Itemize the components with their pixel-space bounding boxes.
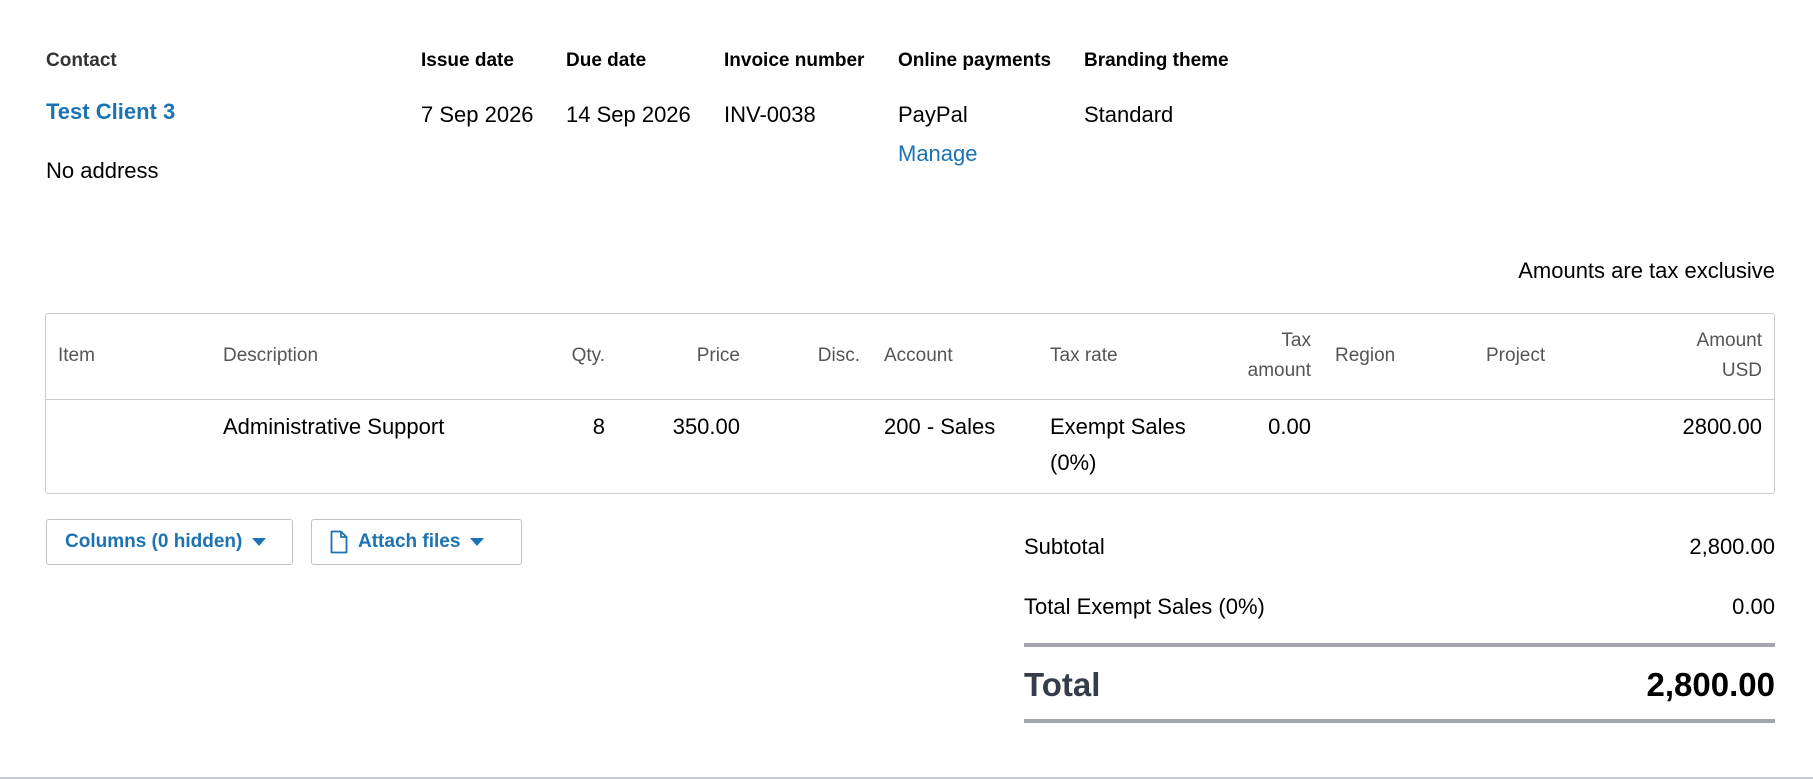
line-items-table	[45, 313, 1775, 494]
button-label: Attach files	[358, 531, 461, 552]
contact-label: Contact	[46, 50, 117, 71]
manage-link[interactable]: Manage	[898, 141, 978, 166]
total-value: 2,800.00	[1646, 666, 1775, 703]
cell-price: 350.00	[672, 414, 740, 439]
column-header: Qty.	[571, 345, 605, 366]
column-header: Item	[58, 345, 95, 366]
tax-total-value: 0.00	[1732, 594, 1775, 619]
caret-icon	[470, 538, 485, 546]
cell-tax-rate: Exempt Sales (0%)	[1050, 414, 1186, 475]
cell-description: Administrative Support	[223, 414, 445, 439]
page-border	[0, 777, 1813, 779]
field-value: Standard	[1084, 102, 1174, 127]
column-header: Account	[884, 345, 953, 366]
field-label: Issue date	[421, 50, 514, 71]
field-label: Online payments	[898, 50, 1052, 71]
cell-account: 200 - Sales	[884, 414, 996, 439]
column-header: Disc.	[817, 345, 860, 366]
tax-total-label: Total Exempt Sales (0%)	[1024, 594, 1265, 619]
cell-tax-amount: 0.00	[1268, 414, 1311, 439]
field-value: INV-0038	[724, 102, 816, 127]
field-label: Branding theme	[1084, 50, 1229, 71]
field-value: 7 Sep 2026	[421, 102, 534, 127]
subtotal-label: Subtotal	[1024, 534, 1105, 559]
contact-name[interactable]: Test Client 3	[46, 99, 176, 124]
cell-amount: 2800.00	[1682, 414, 1762, 439]
column-header: Tax amount	[1247, 330, 1311, 381]
tax-note: Amounts are tax exclusive	[1518, 258, 1775, 283]
total-label: Total	[1024, 666, 1101, 703]
total-rule	[1024, 719, 1775, 723]
column-header: Description	[223, 345, 319, 366]
column-header: Price	[696, 345, 740, 366]
column-header: Tax rate	[1050, 345, 1118, 366]
row-divider	[46, 399, 1774, 400]
column-header: Project	[1486, 345, 1546, 366]
subtotal-value: 2,800.00	[1689, 534, 1775, 559]
caret-icon	[252, 538, 267, 546]
columns-button[interactable]: Columns (0 hidden)	[46, 519, 293, 565]
field-value: PayPal	[898, 102, 968, 127]
file-icon	[330, 530, 348, 554]
total-rule	[1024, 643, 1775, 647]
button-label: Columns (0 hidden)	[65, 531, 243, 552]
field-value: 14 Sep 2026	[566, 102, 691, 127]
cell-qty: 8	[592, 414, 605, 439]
field-label: Invoice number	[724, 50, 865, 71]
attach-files-button[interactable]: Attach files	[311, 519, 522, 565]
column-header: Region	[1335, 345, 1396, 366]
contact-address: No address	[46, 158, 159, 183]
field-label: Due date	[566, 50, 647, 71]
column-header: Amount USD	[1696, 330, 1762, 381]
